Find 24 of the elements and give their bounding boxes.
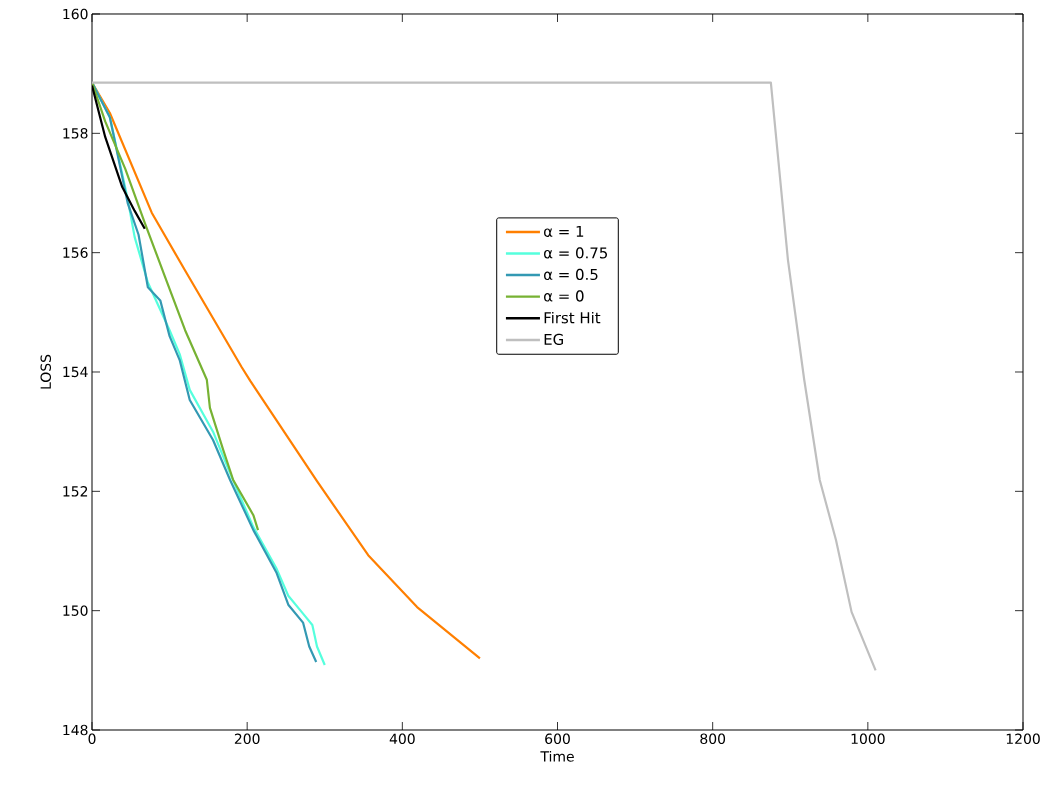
x-axis-title: Time — [540, 750, 574, 762]
x-tick-label: 200 — [234, 733, 260, 745]
x-tick-label: 1000 — [851, 733, 885, 745]
legend-label: α = 0 — [544, 290, 584, 302]
y-tick-label: 160 — [63, 8, 88, 20]
legend-label: α = 1 — [544, 225, 584, 237]
line-series — [92, 81, 877, 672]
y-tick-label: 154 — [63, 366, 88, 378]
y-tick-label: 150 — [63, 605, 88, 616]
line-series — [92, 81, 260, 532]
x-tick-label: 0 — [88, 733, 96, 745]
y-tick-label: 148 — [63, 724, 88, 736]
legend-label: α = 0.5 — [544, 268, 598, 281]
y-tick-label: 156 — [63, 247, 88, 258]
x-tick-label: 1200 — [1006, 733, 1040, 745]
y-tick-label: 158 — [63, 128, 88, 139]
x-tick-label: 400 — [389, 733, 415, 745]
legend-label: EG — [544, 333, 563, 346]
legend-label: α = 0.75 — [544, 247, 608, 259]
y-axis-title: LOSS — [40, 354, 52, 389]
y-tick-label: 152 — [63, 486, 88, 497]
x-tick-label: 600 — [545, 733, 570, 745]
x-tick-label: 800 — [700, 733, 726, 745]
legend-label: First Hit — [544, 311, 601, 324]
